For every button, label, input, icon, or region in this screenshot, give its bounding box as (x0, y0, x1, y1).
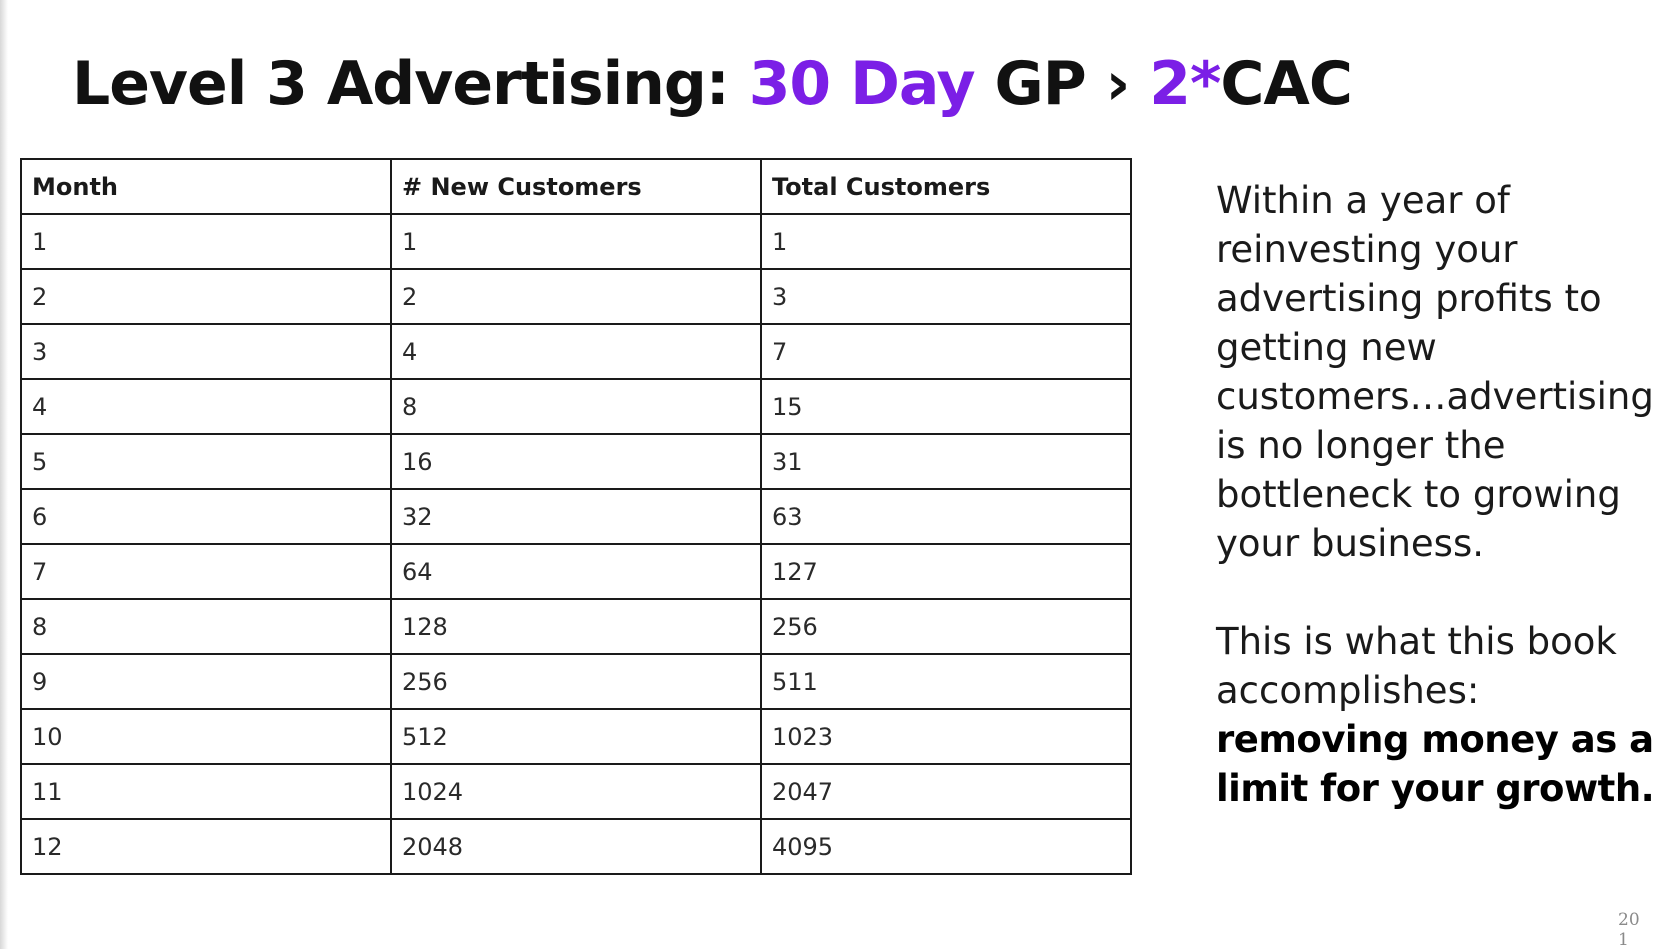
cell-month: 5 (20, 433, 392, 490)
cell-total-customers: 3 (760, 268, 1132, 325)
cell-month: 9 (20, 653, 392, 710)
cell-new-customers: 4 (390, 323, 762, 380)
cell-total-customers: 7 (760, 323, 1132, 380)
header-month: Month (20, 158, 392, 215)
table-row: 10 512 1023 (20, 708, 1132, 765)
cell-new-customers: 64 (390, 543, 762, 600)
cell-new-customers: 2 (390, 268, 762, 325)
header-total-customers: Total Customers (760, 158, 1132, 215)
title-highlight-multiplier: 2* (1149, 49, 1221, 119)
table-row: 7 64 127 (20, 543, 1132, 600)
cell-month: 10 (20, 708, 392, 765)
cell-total-customers: 1 (760, 213, 1132, 270)
cell-total-customers: 2047 (760, 763, 1132, 820)
cell-month: 12 (20, 818, 392, 875)
cell-new-customers: 256 (390, 653, 762, 710)
table-header-row: Month # New Customers Total Customers (20, 158, 1132, 215)
table-row: 6 32 63 (20, 488, 1132, 545)
cell-month: 1 (20, 213, 392, 270)
table-row: 8 128 256 (20, 598, 1132, 655)
title-part-1: Level 3 Advertising: (72, 49, 749, 119)
cell-month: 11 (20, 763, 392, 820)
cell-total-customers: 63 (760, 488, 1132, 545)
cell-total-customers: 256 (760, 598, 1132, 655)
header-new-customers: # New Customers (390, 158, 762, 215)
cell-new-customers: 128 (390, 598, 762, 655)
cell-month: 6 (20, 488, 392, 545)
slide-title: Level 3 Advertising: 30 Day GP › 2*CAC (72, 44, 1353, 124)
side-paragraph-2: This is what this book accomplishes: rem… (1216, 617, 1676, 813)
cell-total-customers: 511 (760, 653, 1132, 710)
side-paragraph-1: Within a year of reinvesting your advert… (1216, 179, 1654, 565)
side-paragraph-2-lead: This is what this book accomplishes: (1216, 620, 1617, 712)
cell-month: 2 (20, 268, 392, 325)
cell-total-customers: 127 (760, 543, 1132, 600)
cell-month: 7 (20, 543, 392, 600)
cell-total-customers: 1023 (760, 708, 1132, 765)
cell-month: 8 (20, 598, 392, 655)
side-paragraph-2-emphasis: removing money as a limit for your growt… (1216, 718, 1655, 810)
cell-month: 3 (20, 323, 392, 380)
table-body: 1 1 1 2 2 3 3 4 7 4 8 15 5 16 31 6 32 63 7 64 127 8 128 256 9 256… (20, 213, 1132, 875)
cell-new-customers: 2048 (390, 818, 762, 875)
title-part-5: CAC (1220, 49, 1353, 119)
cell-new-customers: 16 (390, 433, 762, 490)
table-row: 9 256 511 (20, 653, 1132, 710)
cell-total-customers: 15 (760, 378, 1132, 435)
cell-new-customers: 512 (390, 708, 762, 765)
cell-month: 4 (20, 378, 392, 435)
slide-edge-shadow (0, 0, 8, 949)
cell-new-customers: 32 (390, 488, 762, 545)
table-row: 11 1024 2047 (20, 763, 1132, 820)
title-highlight-30-day: 30 Day (748, 49, 976, 119)
table-row: 4 8 15 (20, 378, 1132, 435)
side-text-block: Within a year of reinvesting your advert… (1216, 176, 1676, 813)
table-row: 5 16 31 (20, 433, 1132, 490)
page-number: 20 1 (1618, 910, 1640, 950)
table-row: 12 2048 4095 (20, 818, 1132, 875)
cell-total-customers: 4095 (760, 818, 1132, 875)
cell-new-customers: 1 (390, 213, 762, 270)
cell-total-customers: 31 (760, 433, 1132, 490)
cell-new-customers: 1024 (390, 763, 762, 820)
title-part-3: GP › (974, 49, 1150, 119)
cell-new-customers: 8 (390, 378, 762, 435)
